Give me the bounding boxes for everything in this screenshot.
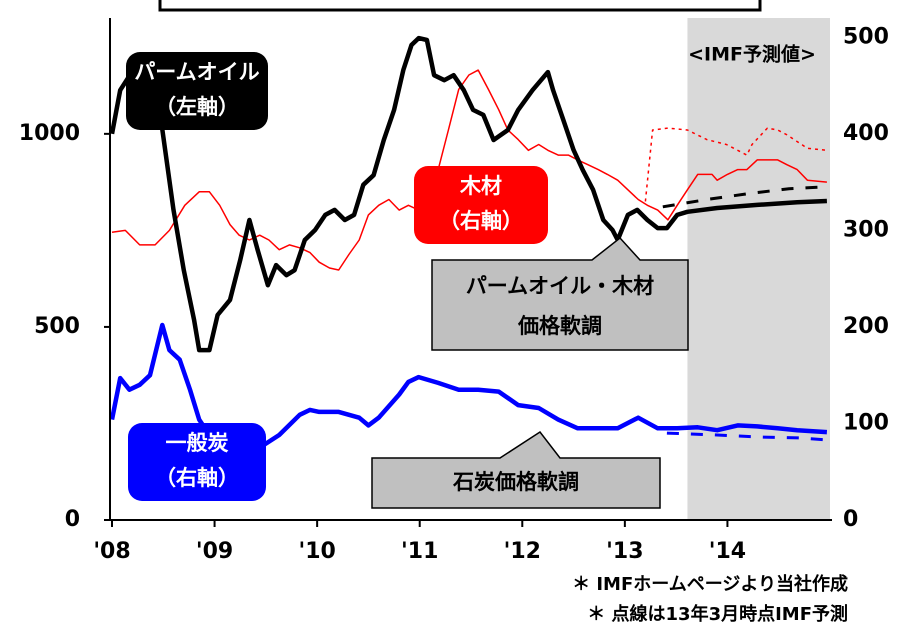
- palm-label-box: [126, 52, 268, 130]
- x-tick-label: '14: [709, 539, 746, 564]
- y2-tick-label: 200: [843, 314, 889, 339]
- title-box: [158, 0, 762, 12]
- callout-coal-box: [371, 430, 661, 509]
- forecast-label: <IMF予測値>: [688, 43, 816, 66]
- coal-label-box: [128, 423, 266, 501]
- x-tick-label: '13: [606, 539, 643, 564]
- footnote: ＊ 点線は13年3月時点IMF予測: [587, 603, 848, 625]
- x-tick-label: '10: [298, 539, 335, 564]
- series-line: [111, 69, 827, 271]
- y2-tick-label: 100: [843, 410, 889, 435]
- y-tick-label: 0: [65, 507, 80, 532]
- x-tick-label: '12: [504, 539, 541, 564]
- palm-label: パームオイル: [134, 60, 259, 84]
- x-tick-label: '09: [196, 539, 233, 564]
- callout-coal: 石炭価格軟調: [452, 470, 579, 494]
- lines: [109, 35, 828, 450]
- x-tick-label: '08: [93, 539, 130, 564]
- y2-tick-label: 500: [843, 24, 889, 49]
- wood-label-box: [414, 166, 548, 244]
- wood-label: （右軸）: [439, 209, 523, 233]
- coal-label: 一般炭: [166, 431, 229, 455]
- x-tick-label: '11: [401, 539, 438, 564]
- forecast-region: [687, 18, 830, 520]
- y2-tick-label: 0: [843, 507, 858, 532]
- callout-palm-box: [431, 236, 689, 351]
- callout-palm: 価格軟調: [517, 314, 602, 338]
- y2-tick-label: 300: [843, 217, 889, 242]
- series-line: [109, 322, 828, 450]
- forecast-shade-layer: [687, 18, 830, 520]
- y-tick-label: 1000: [19, 121, 80, 146]
- series-line: [662, 185, 827, 209]
- coal-label: （右軸）: [155, 466, 239, 490]
- y-tick-label: 500: [34, 314, 80, 339]
- callout-palm: パームオイル・木材: [466, 274, 654, 298]
- series-line: [109, 35, 827, 353]
- series-line: [666, 431, 828, 442]
- wood-label: 木材: [459, 174, 502, 198]
- footnote: ＊ IMFホームページより当社作成: [572, 573, 848, 595]
- ticks: 0 500 1000 0 100 200 300 400 500 '08 '09 '10 '11 '12 '…: [19, 24, 889, 564]
- y2-tick-label: 400: [843, 121, 889, 146]
- series-line: [644, 127, 827, 202]
- palm-label: （左軸）: [155, 95, 239, 119]
